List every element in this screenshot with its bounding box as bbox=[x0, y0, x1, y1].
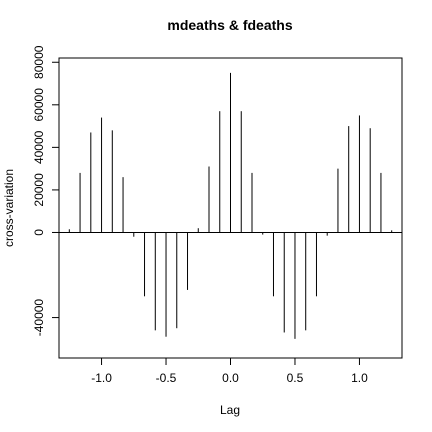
y-tick-label: 80000 bbox=[32, 45, 46, 79]
y-tick-label: 40000 bbox=[32, 130, 46, 164]
x-axis: -1.0 -0.5 0.0 0.5 1.0 bbox=[91, 358, 368, 385]
bars-group bbox=[59, 72, 402, 339]
y-tick-label: 60000 bbox=[32, 88, 46, 122]
y-tick-label: 20000 bbox=[32, 173, 46, 207]
y-tick-label: -40000 bbox=[32, 299, 46, 337]
y-axis: -40000 0 20000 40000 60000 80000 bbox=[32, 45, 59, 336]
y-tick-label: 0 bbox=[32, 229, 46, 236]
x-tick-label: 0.5 bbox=[287, 371, 304, 385]
x-tick-label: -0.5 bbox=[156, 371, 177, 385]
x-tick-label: 0.0 bbox=[222, 371, 239, 385]
chart-title: mdeaths & fdeaths bbox=[167, 17, 292, 33]
x-tick-label: -1.0 bbox=[91, 371, 112, 385]
x-axis-label: Lag bbox=[220, 403, 240, 417]
y-axis-label: cross-variation bbox=[2, 169, 16, 247]
x-tick-label: 1.0 bbox=[351, 371, 368, 385]
